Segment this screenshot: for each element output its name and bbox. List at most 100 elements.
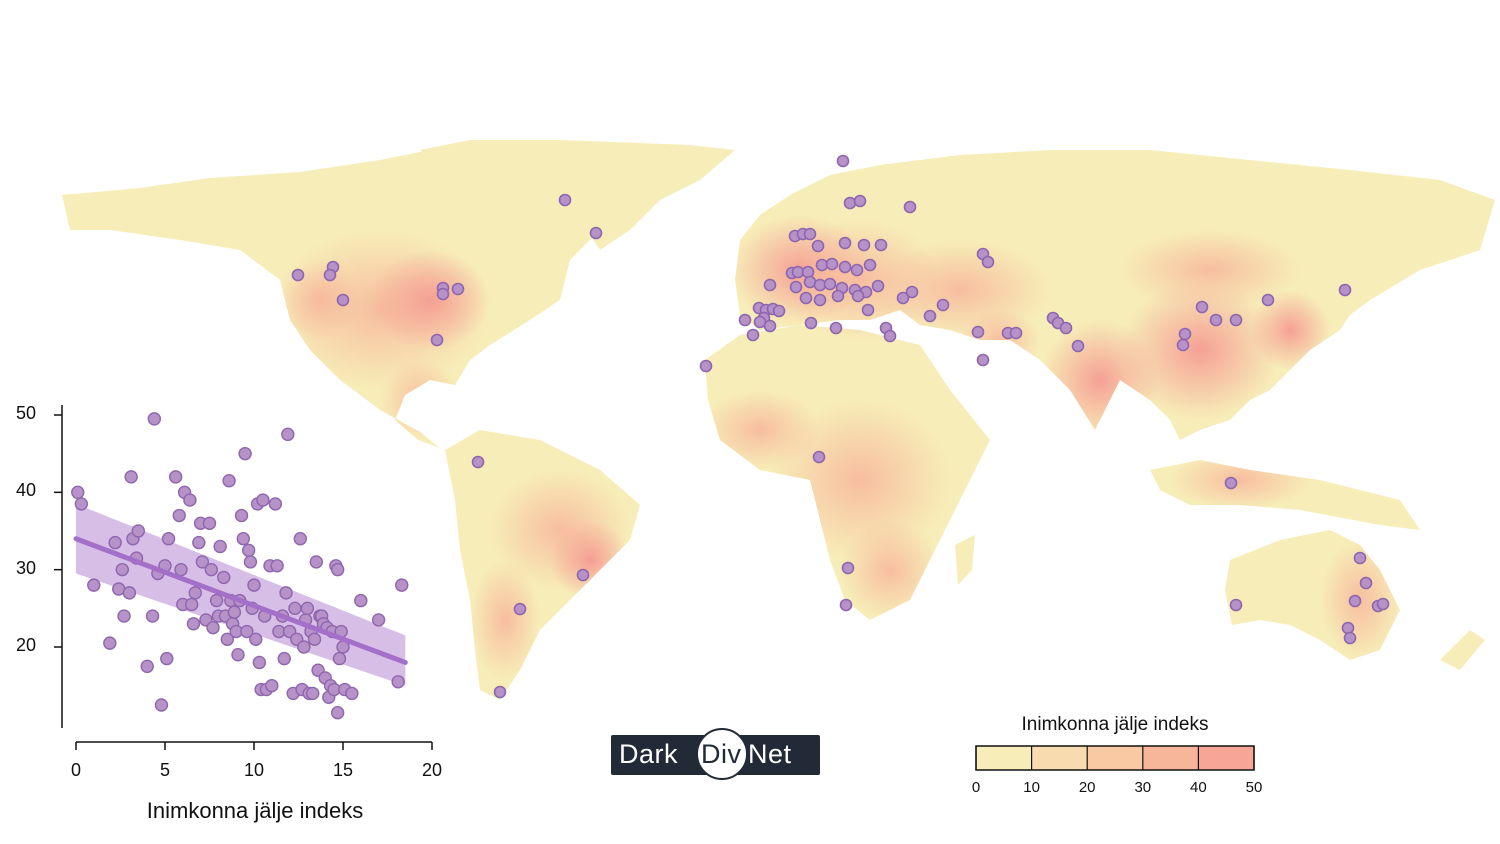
site-marker xyxy=(903,200,917,214)
site-marker xyxy=(763,278,777,292)
site-marker xyxy=(558,193,572,207)
site-marker xyxy=(1229,598,1243,612)
logo-text-part3: Net xyxy=(748,739,792,769)
scatter-point xyxy=(371,613,386,627)
scatter-point xyxy=(227,605,242,619)
x-tick-label: 5 xyxy=(159,760,170,780)
site-marker xyxy=(336,293,350,307)
legend-title: Inimkonna jälje indeks xyxy=(1021,714,1209,735)
scatter-point xyxy=(241,543,256,558)
scatter-point xyxy=(231,648,245,662)
site-marker xyxy=(923,309,937,323)
scatter-point xyxy=(209,593,224,608)
site-marker xyxy=(836,154,850,168)
scatter-point xyxy=(108,535,122,550)
y-tick-label: 20 xyxy=(15,635,36,655)
logo-text-part1: Dark xyxy=(619,739,679,769)
legend-tick-label: 40 xyxy=(1190,779,1207,796)
site-marker xyxy=(803,227,817,241)
scatter-point xyxy=(307,632,322,646)
site-marker xyxy=(905,285,919,299)
legend-swatch xyxy=(1087,746,1144,770)
site-marker xyxy=(1338,283,1352,297)
scatter-point xyxy=(206,620,220,635)
scatter-point xyxy=(249,632,263,646)
scatter-point xyxy=(117,609,131,623)
scatter-point xyxy=(188,586,202,600)
scatter-point xyxy=(395,578,409,592)
site-marker xyxy=(763,319,777,333)
site-marker xyxy=(857,238,871,252)
scatter-point xyxy=(243,555,258,569)
site-marker xyxy=(430,333,444,347)
site-marker xyxy=(493,685,507,699)
scatter-point xyxy=(186,617,201,631)
site-marker xyxy=(850,263,864,277)
site-marker xyxy=(981,255,995,269)
scatter-point xyxy=(300,601,315,616)
scatter-point xyxy=(145,609,160,623)
site-marker xyxy=(811,239,825,253)
scatter-point xyxy=(161,532,176,546)
x-tick-label: 10 xyxy=(243,760,265,780)
site-marker xyxy=(812,450,826,464)
x-axis-title: Inimkonna jälje indeks xyxy=(146,798,364,823)
scatter-point xyxy=(265,678,279,693)
site-marker xyxy=(874,238,888,252)
x-tick-label: 15 xyxy=(332,760,354,780)
x-tick-label: 0 xyxy=(70,760,81,780)
scatter-point xyxy=(238,446,252,461)
scatter-point xyxy=(236,532,251,546)
scatter-point xyxy=(306,686,320,701)
scatter-point xyxy=(297,640,311,654)
site-marker xyxy=(861,303,875,317)
legend-tick-label: 50 xyxy=(1245,779,1263,796)
site-marker xyxy=(772,304,786,318)
scatter-point xyxy=(279,586,293,600)
x-tick-label: 20 xyxy=(421,760,443,780)
scatter-point xyxy=(74,497,89,511)
site-marker xyxy=(863,258,877,272)
scatter-point xyxy=(131,524,146,538)
site-marker xyxy=(738,313,752,327)
scatter-point xyxy=(202,516,217,530)
site-marker xyxy=(699,359,713,373)
site-marker xyxy=(801,265,815,279)
scatter-point xyxy=(71,485,85,500)
site-marker xyxy=(1353,551,1367,565)
scatter-point xyxy=(124,470,138,484)
scatter-point xyxy=(184,597,199,612)
site-marker xyxy=(871,279,885,293)
scatter-point xyxy=(103,636,117,650)
scatter-point xyxy=(87,578,101,592)
site-marker xyxy=(839,598,853,612)
scatter-point xyxy=(345,686,359,701)
site-marker xyxy=(838,236,852,250)
scatter-point xyxy=(252,655,267,670)
site-marker xyxy=(451,282,465,296)
site-marker xyxy=(789,280,803,294)
site-marker xyxy=(936,298,950,312)
y-tick-label: 40 xyxy=(15,480,36,501)
scatter-point xyxy=(234,508,249,523)
site-marker xyxy=(799,291,813,305)
scatter-point xyxy=(213,539,227,554)
scatter-plot xyxy=(54,405,433,750)
scatter-point xyxy=(288,601,302,616)
scatter-point xyxy=(172,508,186,523)
darkdivnet-logo: Dark Div Net xyxy=(611,728,820,780)
site-marker xyxy=(976,353,990,367)
scatter-point xyxy=(115,562,129,577)
site-marker xyxy=(838,260,852,274)
site-marker xyxy=(1009,326,1023,340)
legend-swatch xyxy=(976,746,1033,770)
scatter-point xyxy=(281,427,295,442)
site-marker xyxy=(576,568,590,582)
site-marker xyxy=(1341,621,1355,635)
site-marker xyxy=(843,196,857,210)
site-marker xyxy=(1348,594,1362,608)
scatter-point xyxy=(195,555,210,569)
scatter-point xyxy=(256,493,270,507)
scatter-point xyxy=(154,698,169,712)
